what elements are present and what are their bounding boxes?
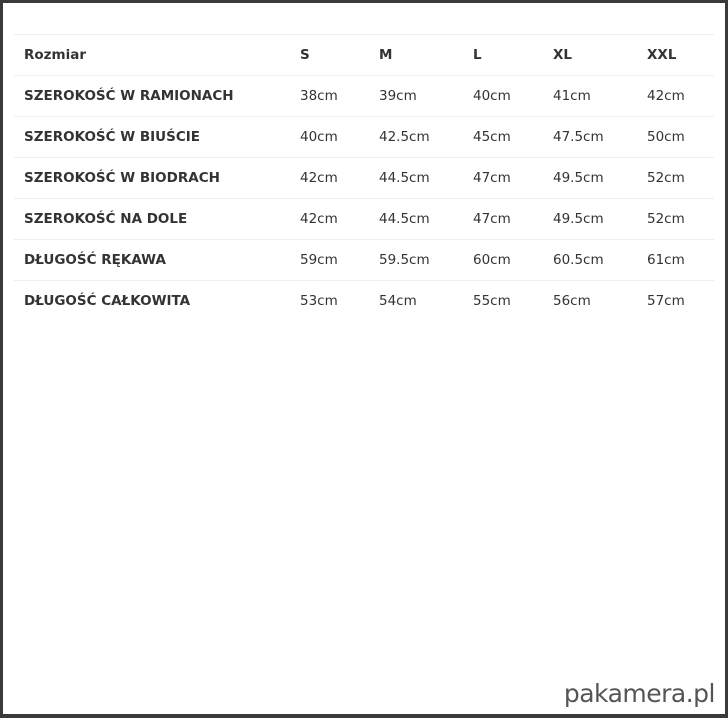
table-row: SZEROKOŚĆ NA DOLE 42cm 44.5cm 47cm 49.5cm 52c… — [14, 198, 714, 240]
table-row: DŁUGOŚĆ CAŁKOWITA 53cm 54cm 55cm 56cm 57cm — [14, 280, 714, 321]
row-label: SZEROKOŚĆ W RAMIONACH — [14, 75, 300, 117]
size-value-cell: 38cm — [300, 75, 379, 117]
size-value-cell: 60.5cm — [553, 239, 647, 281]
size-value-cell: 47cm — [473, 198, 553, 240]
table-row: SZEROKOŚĆ W RAMIONACH 38cm 39cm 40cm 41cm 42c… — [14, 75, 714, 117]
size-chart-frame: Rozmiar S M L XL XXL SZEROKOŚĆ W RAMIONA… — [3, 3, 725, 714]
row-label: SZEROKOŚĆ NA DOLE — [14, 198, 300, 240]
size-value-cell: 56cm — [553, 280, 647, 321]
size-value-cell: 47.5cm — [553, 116, 647, 158]
row-label: DŁUGOŚĆ RĘKAWA — [14, 239, 300, 281]
header-l: L — [473, 34, 553, 76]
header-xxl: XXL — [647, 34, 714, 76]
size-value-cell: 59cm — [300, 239, 379, 281]
size-value-cell: 52cm — [647, 157, 714, 199]
header-s: S — [300, 34, 379, 76]
row-label: SZEROKOŚĆ W BIUŚCIE — [14, 116, 300, 158]
size-value-cell: 53cm — [300, 280, 379, 321]
size-value-cell: 49.5cm — [553, 157, 647, 199]
row-label: DŁUGOŚĆ CAŁKOWITA — [14, 280, 300, 321]
table-row: SZEROKOŚĆ W BIODRACH 42cm 44.5cm 47cm 49.5cm… — [14, 157, 714, 199]
header-xl: XL — [553, 34, 647, 76]
size-value-cell: 54cm — [379, 280, 473, 321]
header-size-label: Rozmiar — [14, 34, 300, 76]
size-value-cell: 42cm — [300, 157, 379, 199]
size-value-cell: 55cm — [473, 280, 553, 321]
size-value-cell: 39cm — [379, 75, 473, 117]
size-value-cell: 45cm — [473, 116, 553, 158]
header-m: M — [379, 34, 473, 76]
size-value-cell: 47cm — [473, 157, 553, 199]
size-value-cell: 44.5cm — [379, 198, 473, 240]
size-value-cell: 42cm — [647, 75, 714, 117]
table-row: DŁUGOŚĆ RĘKAWA 59cm 59.5cm 60cm 60.5cm 61cm — [14, 239, 714, 281]
pakamera-logo: pakamera.pl — [563, 679, 716, 708]
size-value-cell: 61cm — [647, 239, 714, 281]
size-value-cell: 59.5cm — [379, 239, 473, 281]
size-value-cell: 52cm — [647, 198, 714, 240]
size-value-cell: 42cm — [300, 198, 379, 240]
size-value-cell: 41cm — [553, 75, 647, 117]
size-value-cell: 60cm — [473, 239, 553, 281]
size-value-cell: 49.5cm — [553, 198, 647, 240]
table-row: SZEROKOŚĆ W BIUŚCIE 40cm 42.5cm 45cm 47.5cm 5… — [14, 116, 714, 158]
table-header-row: Rozmiar S M L XL XXL — [14, 34, 714, 76]
size-value-cell: 44.5cm — [379, 157, 473, 199]
size-value-cell: 50cm — [647, 116, 714, 158]
row-label: SZEROKOŚĆ W BIODRACH — [14, 157, 300, 199]
size-table: Rozmiar S M L XL XXL SZEROKOŚĆ W RAMIONA… — [14, 34, 714, 321]
size-value-cell: 42.5cm — [379, 116, 473, 158]
size-value-cell: 40cm — [473, 75, 553, 117]
size-value-cell: 40cm — [300, 116, 379, 158]
size-value-cell: 57cm — [647, 280, 714, 321]
